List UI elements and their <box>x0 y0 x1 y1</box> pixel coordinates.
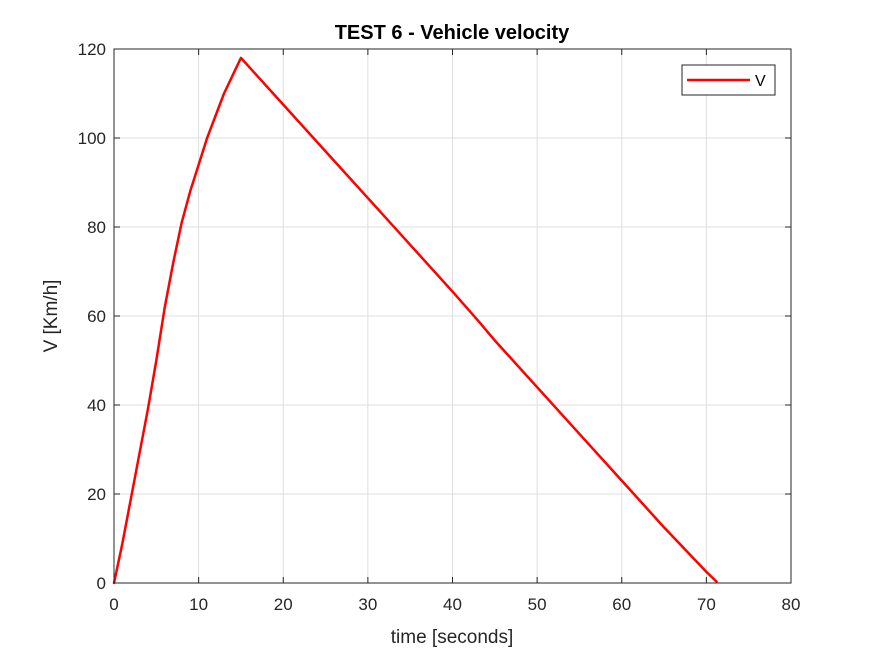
series-line-v <box>112 56 718 585</box>
x-axis-label: time [seconds] <box>391 627 514 648</box>
y-axis-label: V [Km/h] <box>41 280 62 353</box>
y-tick-label: 80 <box>87 218 106 237</box>
y-tick-label: 0 <box>97 574 106 593</box>
x-tick-label: 40 <box>443 595 462 614</box>
legend: V <box>681 64 776 96</box>
legend-label-v: V <box>755 73 766 90</box>
x-tick-label: 30 <box>358 595 377 614</box>
x-tick-label: 10 <box>189 595 208 614</box>
y-tick-label: 20 <box>87 485 106 504</box>
ticks: 0 10 20 30 40 50 60 70 80 0 20 40 60 80 100 120 <box>78 40 801 614</box>
x-tick-label: 20 <box>274 595 293 614</box>
x-tick-label: 70 <box>697 595 716 614</box>
y-tick-label: 120 <box>78 40 106 59</box>
y-tick-label: 40 <box>87 396 106 415</box>
series-layer <box>112 56 718 585</box>
chart-title: TEST 6 - Vehicle velocity <box>335 22 570 44</box>
x-tick-label: 60 <box>612 595 631 614</box>
x-tick-label: 80 <box>782 595 801 614</box>
y-tick-label: 60 <box>87 307 106 326</box>
y-tick-label: 100 <box>78 129 106 148</box>
x-tick-label: 0 <box>109 595 118 614</box>
x-tick-label: 50 <box>528 595 547 614</box>
